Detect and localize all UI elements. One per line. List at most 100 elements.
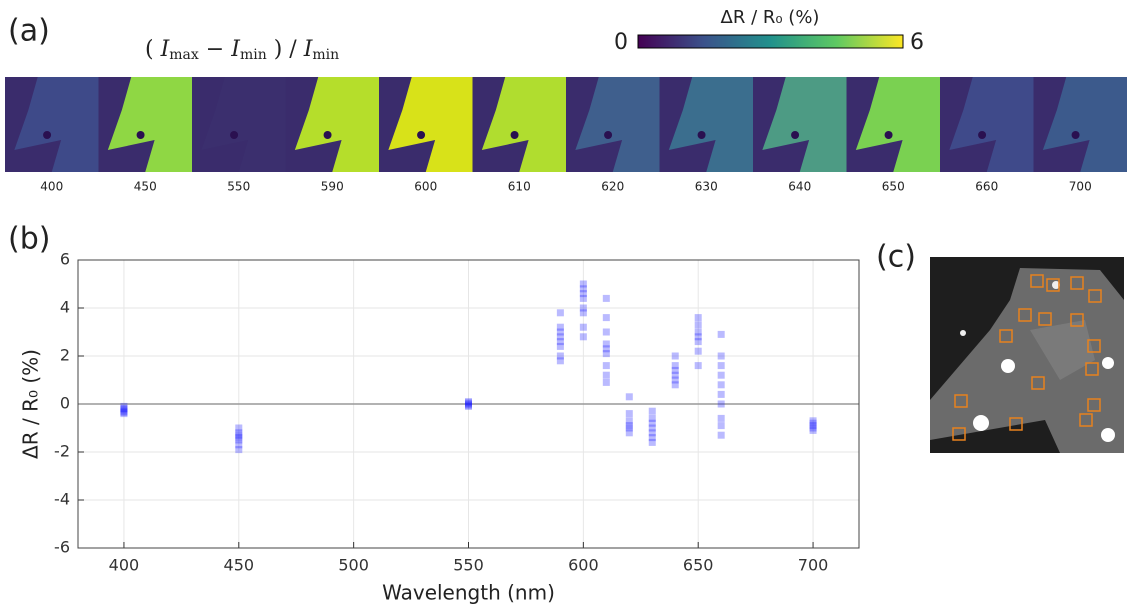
point [120,407,128,415]
image-strip: 400 450 550 590 600 610 620 630 640 650 660 700 [5,77,1127,194]
image-spot [43,131,52,139]
point [579,280,587,288]
y-tick-label: 6 [60,250,70,269]
point [556,342,564,350]
strip-label: 550 [227,180,250,194]
panel-label: (b) [8,222,50,257]
micrograph [930,257,1124,453]
point [809,426,817,434]
image-flake [575,77,660,172]
strip-label: 620 [601,180,624,194]
y-axis-label: ΔR / R₀ (%) [19,349,43,459]
point [120,408,128,416]
point [717,400,725,408]
panel-label: (c) [876,240,916,275]
point [671,366,679,374]
image-flake [107,77,192,172]
x-tick-label: 650 [683,556,714,575]
point [625,393,633,401]
point [671,352,679,360]
image-flake [201,77,286,172]
image-flake [294,77,379,172]
strip-label: 640 [788,180,811,194]
x-tick-label: 600 [568,556,599,575]
image-flake [481,77,566,172]
colorbar-tick: 6 [910,30,924,55]
point [579,285,587,293]
y-tick-label: -4 [54,490,70,509]
image-spot [323,131,332,139]
point [556,309,564,317]
point [120,405,128,413]
point [648,434,656,442]
point [235,441,243,449]
point [465,398,472,406]
point [625,410,633,418]
point [694,333,702,341]
point [556,357,564,365]
point [717,422,725,430]
point [235,436,243,444]
point [671,371,679,379]
point [809,417,817,425]
point [465,402,472,410]
point [694,321,702,329]
strip-label: 700 [1069,180,1092,194]
x-tick-label: 500 [338,556,369,575]
scatter-chart: -6 -4 -2 0 2 4 6 400 450 500 550 600 650 700 Wavelengt… [19,250,860,605]
point [694,328,702,336]
point [694,347,702,355]
y-tick-label: 2 [60,346,70,365]
x-tick-label: 400 [109,556,140,575]
point [602,345,610,353]
point [235,431,243,439]
point [648,424,656,432]
point [648,414,656,422]
image-flake [949,77,1034,172]
point [625,424,633,432]
point [602,294,610,302]
image-flake [388,77,473,172]
x-tick-label: 550 [453,556,484,575]
point [556,323,564,331]
image-flake [1042,77,1127,172]
point [717,352,725,360]
point [465,399,472,407]
point [809,419,817,427]
point [602,378,610,386]
point [235,429,243,437]
image-flake [668,77,753,172]
point [694,362,702,370]
point [625,417,633,425]
image-spot [510,131,519,139]
point [120,410,128,418]
x-tick-label: 450 [224,556,255,575]
point [556,333,564,341]
image-spot [136,131,145,139]
image-spot [978,131,987,139]
point [717,381,725,389]
point [809,424,817,432]
y-tick-label: -6 [54,538,70,557]
image-spot [604,131,613,139]
formula: ( Imax − Imin ) / Imin [145,37,339,63]
point [648,407,656,415]
point [694,338,702,346]
point [579,323,587,331]
strip-label: 400 [40,180,63,194]
image-spot [697,131,706,139]
point [602,371,610,379]
plot-frame [77,259,860,549]
colorbar-label: ΔR / R₀ (%) [721,7,820,28]
image-flake [14,77,99,172]
point [717,362,725,370]
image-flake [855,77,940,172]
point [602,350,610,358]
image-spot [1071,131,1080,139]
strip-label: 660 [975,180,998,194]
point [717,431,725,439]
point [602,340,610,348]
point [579,304,587,312]
point [625,429,633,437]
point [579,290,587,298]
